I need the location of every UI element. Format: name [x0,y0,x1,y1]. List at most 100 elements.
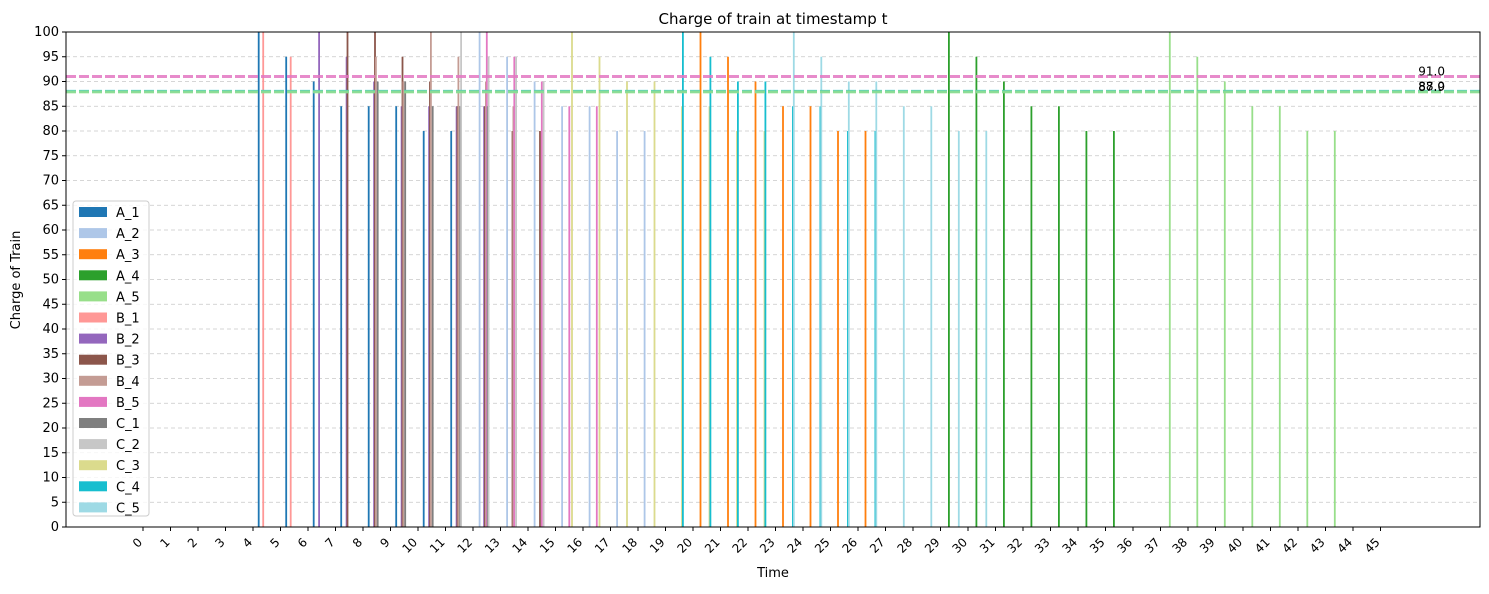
reference-lines: 91.088.087.9 [66,65,1480,94]
x-tick-label: 43 [1307,535,1328,556]
chart-title: Charge of train at timestamp t [659,10,888,28]
bar-A_4 [1030,106,1033,527]
bar-B_2 [318,32,320,527]
y-tick-label: 5 [51,495,59,510]
x-tick-label: 6 [295,535,310,550]
x-tick-label: 35 [1087,535,1108,556]
x-tick-label: 32 [1004,535,1025,556]
x-tick-label: 38 [1169,535,1190,556]
x-tick-label: 7 [322,535,337,550]
x-tick-label: 25 [812,535,833,556]
bar-C_3 [653,81,656,527]
x-tick-label: 19 [647,535,668,556]
bar-A_5 [1168,32,1171,527]
bar-A_5 [1306,131,1309,527]
bar-A_5 [1278,106,1281,527]
bar-C_2 [487,56,490,527]
x-tick-label: 37 [1142,535,1163,556]
y-tick-label: 100 [34,25,59,40]
bar-A_4 [1003,81,1005,527]
bar-B_3 [346,32,349,527]
bar-A_3 [837,131,839,527]
x-tick-label: 29 [922,535,943,556]
bar-A_2 [643,131,646,527]
bar-C_1 [376,81,379,527]
bar-B_4 [375,56,377,527]
legend-swatch [79,418,107,428]
y-axis: 0 5 10 15 20 25 30 35 40 45 50 55 60 65 70 75 80 85 90 95 10… [34,25,66,535]
x-tick-label: 34 [1059,535,1080,556]
legend-label: C_3 [116,459,140,474]
legend-swatch [79,270,107,281]
x-tick-label: 8 [350,535,365,550]
bar-C_5 [930,106,933,527]
bar-A_1 [395,106,398,527]
y-tick-label: 70 [42,174,59,189]
bar-A_5 [1196,56,1199,527]
y-tick-label: 40 [42,322,59,337]
x-tick-label: 45 [1362,535,1383,556]
x-tick-label: 10 [399,535,420,556]
bar-A_1 [257,32,260,527]
bar-B_5 [595,106,598,527]
bar-A_2 [588,106,591,527]
x-tick-label: 2 [185,535,200,550]
bar-C_1 [404,81,407,527]
legend-label: C_5 [116,501,140,516]
bar-A_2 [506,56,508,527]
legend-label: B_1 [116,312,140,327]
reference-line-label: 91.0 [1418,65,1445,79]
y-tick-label: 20 [42,421,59,436]
bar-B_4 [457,56,460,527]
bar-A_1 [340,106,343,527]
x-tick-label: 14 [509,535,530,556]
x-tick-label: 1 [157,535,172,550]
bar-A_1 [422,131,425,527]
x-tick-label: 26 [839,535,860,556]
x-tick-label: 33 [1032,535,1053,556]
legend-swatch [79,291,107,302]
bar-A_3 [727,56,729,527]
bar-A_2 [478,32,481,527]
bar-C_4 [709,56,712,527]
legend-swatch [79,481,107,492]
bar-C_4 [737,81,739,527]
legend-swatch [79,207,107,217]
legend-swatch [79,354,107,365]
legend-label: A_1 [116,206,140,221]
legend-label: B_2 [116,333,140,348]
y-tick-label: 45 [42,297,59,312]
x-tick-label: 15 [537,535,558,556]
legend-label: A_4 [116,269,140,284]
bar-C_5 [902,106,905,527]
bar-A_1 [367,106,370,527]
bar-B_5 [513,56,516,527]
bar-A_3 [699,32,702,527]
bar-A_4 [1085,131,1088,527]
x-tick-label: 27 [867,535,888,556]
x-tick-label: 24 [784,535,805,556]
x-tick-label: 3 [212,535,227,550]
x-tick-label: 16 [564,535,585,556]
bar-C_4 [764,81,767,527]
bar-A_1 [312,81,315,527]
bar-C_4 [682,32,684,527]
x-tick-label: 0 [130,535,145,550]
x-tick-label: 22 [729,535,750,556]
legend-swatch [79,249,107,260]
y-tick-label: 80 [42,124,59,139]
legend-swatch [79,396,107,407]
bar-A_5 [1223,81,1226,527]
y-tick-label: 10 [42,471,59,486]
legend-label: C_4 [116,480,140,495]
bar-A_4 [948,32,950,527]
y-tick-label: 60 [42,223,59,238]
legend-label: B_3 [116,354,140,369]
x-tick-label: 21 [702,535,723,556]
bar-A_5 [1333,131,1336,527]
x-tick-label: 4 [240,535,255,550]
x-tick-label: 11 [427,535,448,556]
y-tick-label: 15 [42,446,59,461]
